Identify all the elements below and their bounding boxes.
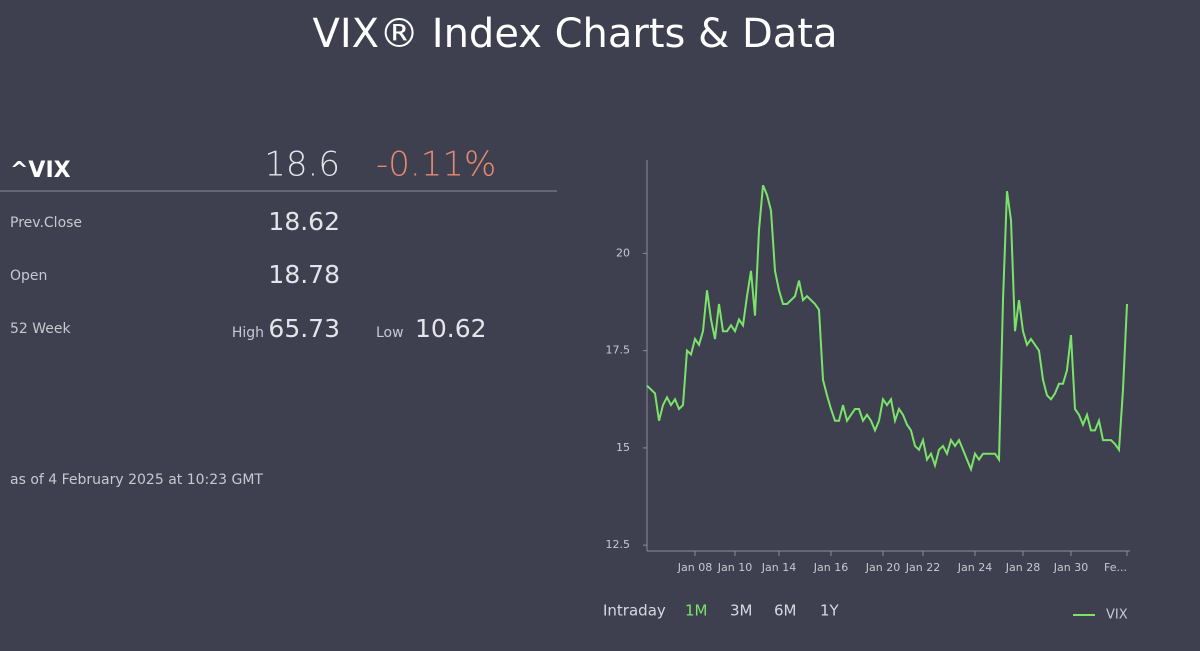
range-button[interactable]: 3M <box>730 602 753 620</box>
prev-close: 18.62 <box>268 207 340 236</box>
y-tick-label: 20 <box>616 246 630 259</box>
high-label: High <box>232 325 264 341</box>
range-button[interactable]: 1M <box>685 602 708 620</box>
x-tick-label: Jan 30 <box>1053 561 1088 574</box>
y-tick-label: 15 <box>616 441 630 454</box>
range-button[interactable]: Intraday <box>603 602 666 620</box>
price: 18.6 <box>264 145 340 185</box>
x-tick-label: Jan 08 <box>677 561 712 574</box>
x-tick-label: Jan 20 <box>865 561 900 574</box>
y-tick-label: 17.5 <box>606 344 631 357</box>
low: 10.62 <box>415 314 487 343</box>
x-tick-label: Fe... <box>1104 561 1127 574</box>
as-of: as of 4 February 2025 at 10:23 GMT <box>10 472 263 488</box>
x-tick-label: Jan 22 <box>905 561 940 574</box>
low-label: Low <box>376 325 404 341</box>
series-line <box>646 184 1128 473</box>
high: 65.73 <box>268 314 340 343</box>
page-title: VIX® Index Charts & Data <box>313 11 838 57</box>
open-label: Open <box>10 268 47 284</box>
symbol: ^VIX <box>10 158 71 183</box>
x-tick-label: Jan 14 <box>761 561 796 574</box>
x-tick-label: Jan 10 <box>717 561 752 574</box>
range-button[interactable]: 1Y <box>820 602 840 620</box>
range-button[interactable]: 6M <box>774 602 797 620</box>
x-tick-label: Jan 16 <box>813 561 848 574</box>
prev-close-label: Prev.Close <box>10 215 82 231</box>
change: -0.11% <box>376 145 496 185</box>
open: 18.78 <box>268 260 340 289</box>
y-tick-label: 12.5 <box>606 538 631 551</box>
legend-label: VIX <box>1106 608 1128 623</box>
x-tick-label: Jan 24 <box>957 561 992 574</box>
x-tick-label: Jan 28 <box>1005 561 1040 574</box>
week52-label: 52 Week <box>10 321 72 337</box>
